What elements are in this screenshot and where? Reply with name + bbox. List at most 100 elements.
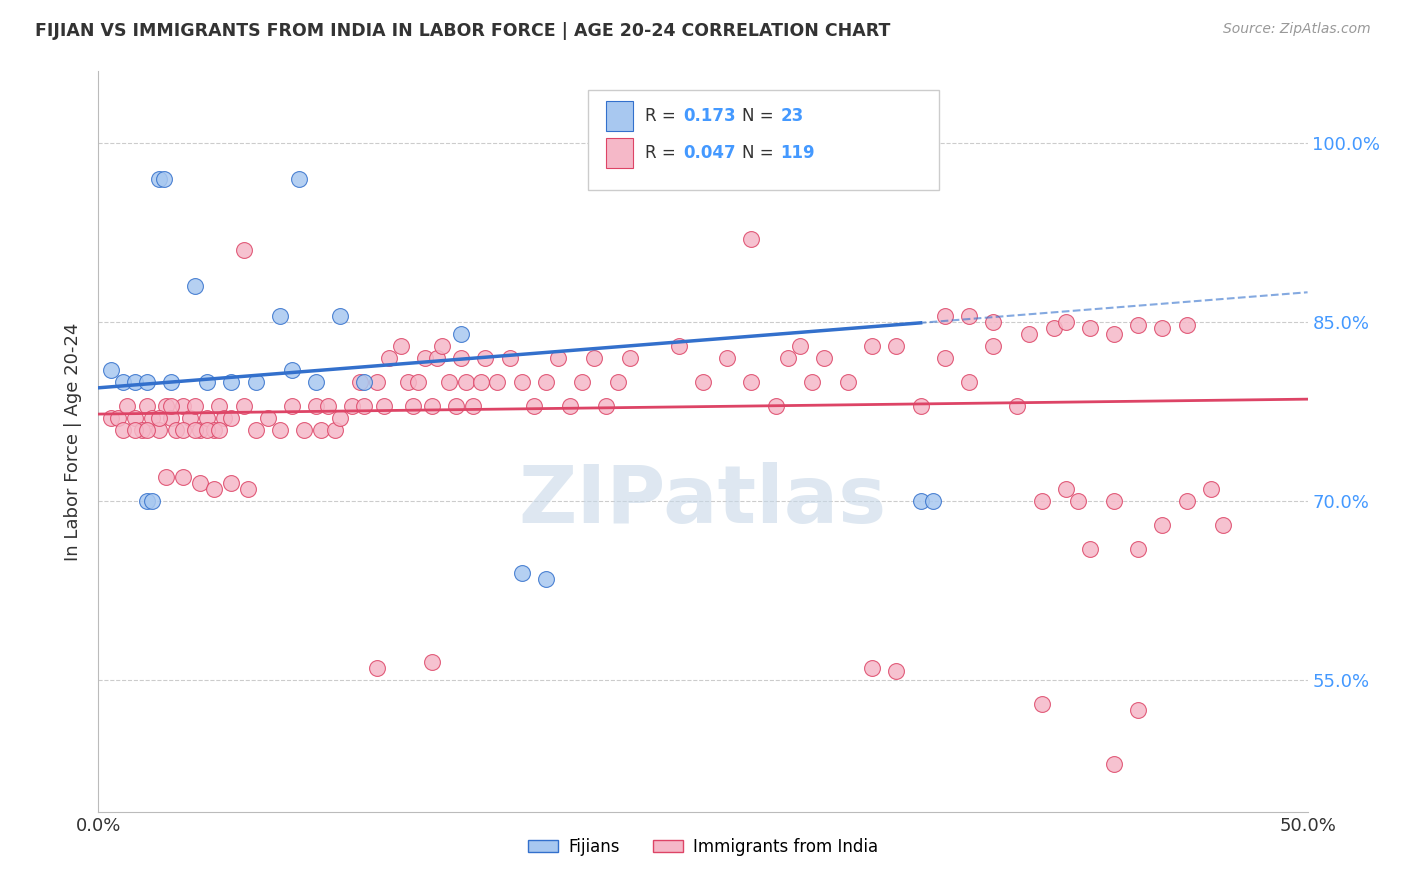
Point: [1175, 494, 1198, 508]
Point: [111, 375, 134, 389]
Point: [981, 315, 1004, 329]
Point: [981, 339, 1004, 353]
Point: [860, 339, 883, 353]
Point: [740, 231, 762, 245]
Point: [437, 375, 460, 389]
Point: [208, 423, 231, 437]
Point: [813, 351, 835, 365]
Point: [619, 351, 641, 365]
Point: [131, 423, 153, 437]
Point: [1078, 321, 1101, 335]
Point: [450, 351, 472, 365]
Point: [366, 661, 388, 675]
Point: [474, 351, 496, 365]
Point: [800, 375, 823, 389]
Point: [179, 410, 201, 425]
Point: [152, 171, 174, 186]
Point: [165, 423, 187, 437]
Point: [148, 171, 170, 186]
Point: [325, 423, 347, 437]
Point: [256, 410, 278, 425]
Text: 119: 119: [780, 144, 815, 161]
Y-axis label: In Labor Force | Age 20-24: In Labor Force | Age 20-24: [63, 322, 82, 561]
Point: [910, 494, 932, 508]
Point: [547, 351, 569, 365]
Point: [269, 423, 291, 437]
Point: [934, 351, 956, 365]
Point: [558, 399, 581, 413]
Text: N =: N =: [742, 144, 779, 161]
Point: [886, 339, 908, 353]
Point: [1078, 541, 1101, 556]
Point: [212, 410, 235, 425]
Point: [155, 470, 177, 484]
Point: [292, 423, 315, 437]
Text: ZIPatlas: ZIPatlas: [519, 462, 887, 540]
Point: [245, 423, 267, 437]
Point: [534, 572, 557, 586]
Point: [135, 494, 157, 508]
Text: R =: R =: [645, 144, 681, 161]
Point: [957, 375, 980, 389]
Point: [353, 399, 375, 413]
Point: [160, 410, 183, 425]
Point: [389, 339, 412, 353]
Point: [172, 399, 194, 413]
Point: [420, 399, 443, 413]
Point: [1031, 494, 1053, 508]
Point: [329, 410, 352, 425]
Point: [329, 309, 352, 323]
Point: [668, 339, 690, 353]
Text: R =: R =: [645, 107, 681, 125]
Point: [124, 423, 146, 437]
Point: [155, 399, 177, 413]
Text: 23: 23: [780, 107, 804, 125]
Point: [406, 375, 429, 389]
Point: [957, 309, 980, 323]
Point: [607, 375, 630, 389]
Point: [470, 375, 492, 389]
FancyBboxPatch shape: [606, 138, 633, 168]
Point: [184, 399, 207, 413]
Point: [117, 399, 139, 413]
FancyBboxPatch shape: [588, 90, 939, 190]
Point: [160, 375, 183, 389]
Point: [135, 399, 157, 413]
Point: [430, 339, 453, 353]
Text: N =: N =: [742, 107, 779, 125]
Text: Source: ZipAtlas.com: Source: ZipAtlas.com: [1223, 22, 1371, 37]
Point: [583, 351, 606, 365]
Text: 0.047: 0.047: [683, 144, 737, 161]
Point: [420, 656, 443, 670]
Point: [353, 375, 375, 389]
Point: [463, 399, 485, 413]
Point: [269, 309, 291, 323]
Point: [1042, 321, 1064, 335]
Point: [510, 566, 533, 580]
Point: [1102, 494, 1125, 508]
Point: [245, 375, 267, 389]
Point: [837, 375, 859, 389]
Point: [309, 423, 332, 437]
Point: [1128, 703, 1150, 717]
Point: [402, 399, 425, 413]
Point: [910, 399, 932, 413]
Point: [349, 375, 371, 389]
Point: [204, 423, 226, 437]
Legend: Fijians, Immigrants from India: Fijians, Immigrants from India: [522, 831, 884, 863]
Point: [160, 399, 183, 413]
Point: [1175, 318, 1198, 332]
Point: [172, 470, 194, 484]
Point: [740, 375, 762, 389]
Point: [141, 494, 163, 508]
Point: [426, 351, 449, 365]
Point: [305, 399, 328, 413]
Point: [396, 375, 419, 389]
Point: [342, 399, 364, 413]
Point: [188, 476, 211, 491]
Point: [595, 399, 617, 413]
Point: [446, 399, 468, 413]
Point: [1212, 518, 1234, 533]
Point: [232, 244, 254, 258]
Point: [765, 399, 787, 413]
